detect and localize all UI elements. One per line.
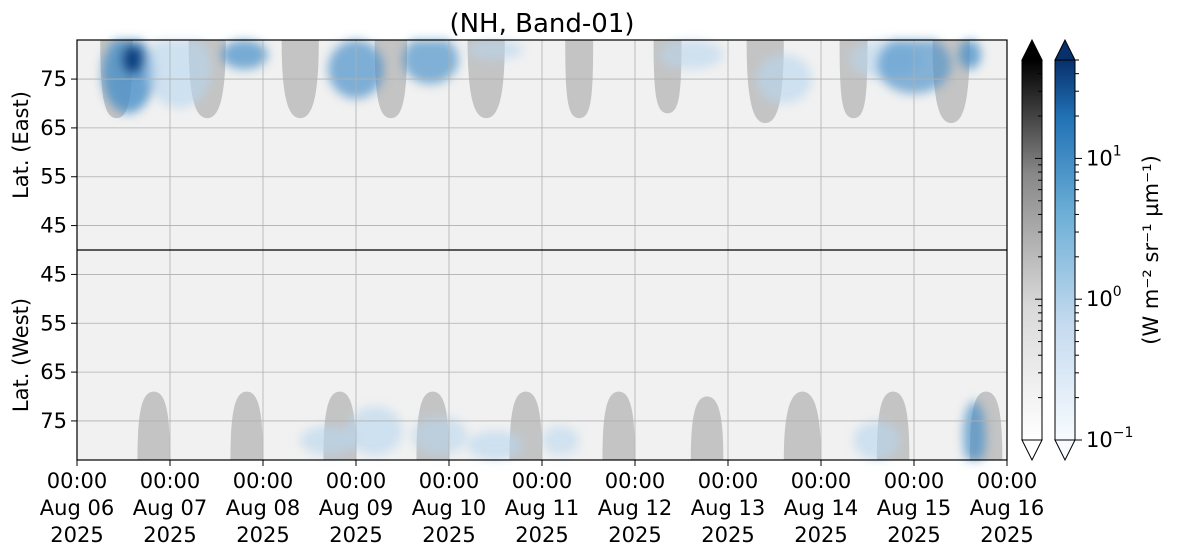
x-tick-label: Aug 13 [691,496,765,520]
x-ticks: 00:00 Aug 06 2025 00:00 Aug 07 2025 00:00 Aug 0… [40,460,1044,547]
y-tick-label-east: 65 [40,116,67,140]
colorbar-tick-label: 10−1 [1086,425,1133,452]
x-tick-label: 00:00 [977,469,1038,493]
x-tick-label: Aug 12 [598,496,672,520]
emission-patch-east-1 [121,44,144,75]
x-tick-label: 00:00 [698,469,759,493]
x-tick-label: 00:00 [884,469,945,493]
emission-patch-west-18 [963,401,986,460]
x-tick-label: Aug 07 [133,496,207,520]
x-tick-label: Aug 09 [319,496,393,520]
colorbar-tick-label: 101 [1086,143,1122,170]
x-tick-label: 2025 [515,523,568,547]
x-tick-label: 00:00 [791,469,852,493]
x-tick-label: 2025 [794,523,847,547]
x-tick-label: 00:00 [605,469,666,493]
emission-patch-west-12 [300,425,356,456]
emission-patch-east-11 [958,40,981,70]
no-data-gap-west-16 [690,396,724,460]
colorbar-greys [1021,38,1043,462]
x-tick-label: 2025 [980,523,1033,547]
x-tick-label: Aug 15 [877,496,951,520]
no-data-gap-west-11 [230,391,263,460]
emission-patch-east-2 [146,40,212,109]
emission-patch-west-15 [467,430,524,460]
emission-patches [102,40,986,460]
y-axis-label-east: Lat. (East) [9,91,33,199]
x-tick-label: 2025 [143,523,196,547]
emission-patch-west-16 [542,425,580,456]
emission-patch-east-7 [658,40,724,70]
x-tick-label: Aug 11 [505,496,579,520]
x-tick-label: Aug 10 [412,496,486,520]
x-tick-label: 00:00 [47,469,108,493]
y-tick-label-west: 55 [40,311,67,335]
x-tick-label: 2025 [701,523,754,547]
colorbar-blues [1054,38,1076,462]
x-tick-label: Aug 06 [40,496,114,520]
x-tick-label: 2025 [329,523,382,547]
x-tick-label: 2025 [887,523,940,547]
no-data-gap-west-15 [602,391,635,460]
y-ticks: 45 55 65 75 75 65 55 45 [40,67,77,433]
x-tick-label: Aug 14 [784,496,858,520]
emission-patch-west-13 [346,406,403,456]
no-data-gap-west-17 [783,391,821,460]
no-data-gap-west-10 [137,391,170,460]
emission-patch-west-17 [853,420,901,460]
y-tick-label-west: 45 [40,262,67,286]
x-tick-label: 00:00 [233,469,294,493]
x-tick-label: 2025 [50,523,103,547]
y-tick-label-east: 55 [40,165,67,189]
x-tick-label: 2025 [236,523,289,547]
x-tick-label: 00:00 [419,469,480,493]
x-tick-label: Aug 16 [970,496,1044,520]
x-tick-label: 00:00 [140,469,201,493]
x-tick-label: 2025 [608,523,661,547]
y-axis-label-west: Lat. (West) [9,298,33,412]
colorbar-label: (W m⁻² sr⁻¹ µm⁻¹) [1139,155,1163,345]
emission-patch-east-3 [221,40,268,70]
x-tick-label: 00:00 [512,469,573,493]
emission-patch-east-6 [467,40,524,60]
colorbar-ticks: 10−1 100 101 [1035,59,1133,452]
x-tick-label: Aug 08 [226,496,300,520]
emission-patch-east-5 [402,40,459,84]
y-tick-label-east: 75 [40,67,67,91]
colorbar-tick-label: 100 [1086,284,1122,311]
chart-title: (NH, Band-01) [449,9,634,39]
x-tick-label: 00:00 [326,469,387,493]
y-tick-label-west: 65 [40,360,67,384]
y-tick-label-east: 45 [40,214,67,238]
x-tick-label: 2025 [422,523,475,547]
emission-patch-west-14 [411,416,468,456]
y-tick-label-west: 75 [40,409,67,433]
